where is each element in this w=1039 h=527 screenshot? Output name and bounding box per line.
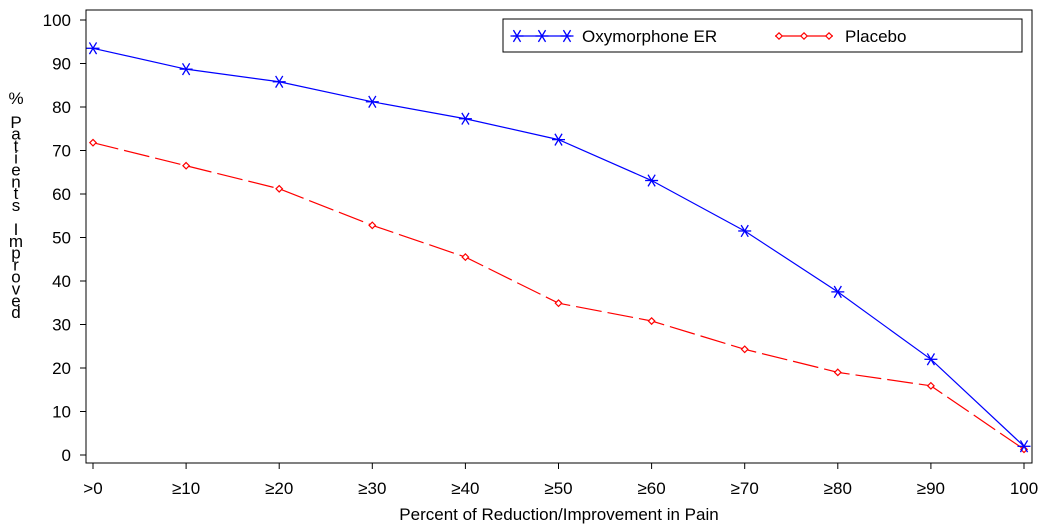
legend-label: Placebo	[845, 27, 906, 46]
y-axis-title-char: s	[12, 196, 21, 215]
legend-marker	[510, 29, 524, 43]
data-point-oxymorphone-er	[86, 42, 100, 55]
series-oxymorphone-er	[86, 42, 1031, 453]
x-axis-title: Percent of Reduction/Improvement in Pain	[399, 505, 718, 524]
y-axis-title-char: d	[11, 303, 20, 322]
y-tick-label: 80	[52, 98, 71, 117]
data-point-placebo	[275, 184, 284, 193]
y-tick-label: 90	[52, 55, 71, 74]
legend-marker	[799, 31, 809, 41]
legend-label: Oxymorphone ER	[582, 27, 717, 46]
x-tick-label: ≥50	[544, 479, 572, 498]
data-point-placebo	[461, 253, 470, 262]
y-tick-label: 60	[52, 185, 71, 204]
y-axis-title-char: I	[14, 220, 19, 239]
y-axis-title-char: p	[11, 244, 20, 263]
y-tick-label: 40	[52, 272, 71, 291]
y-axis-title-char: r	[13, 256, 19, 275]
y-axis-title-char: %	[8, 89, 23, 108]
y-tick-label: 50	[52, 229, 71, 248]
data-point-oxymorphone-er	[552, 133, 565, 146]
series-line-placebo	[92, 142, 1025, 450]
y-axis-title-char: a	[11, 125, 21, 144]
x-axis: >0 ≥10 ≥20 ≥30 ≥40 ≥50 ≥60 ≥70 ≥80 ≥90 100	[83, 463, 1038, 498]
y-tick-label: 30	[52, 316, 71, 335]
y-tick-label: 20	[52, 359, 71, 378]
data-point-oxymorphone-er	[458, 112, 472, 125]
x-tick-label: ≥30	[358, 479, 386, 498]
x-tick-label: ≥20	[265, 479, 293, 498]
y-axis: 0 10 20 30 40 50 60 70 80 90 100	[43, 11, 86, 465]
y-axis-title-char: t	[14, 137, 19, 156]
data-point-oxymorphone-er	[272, 75, 286, 88]
data-point-oxymorphone-er	[365, 95, 379, 108]
x-tick-label: >0	[83, 479, 102, 498]
y-axis-title-char: t	[14, 184, 19, 203]
x-tick-label: ≥80	[824, 479, 852, 498]
data-point-placebo	[647, 316, 656, 326]
series-layer	[86, 42, 1031, 454]
legend-item-oxymorphone-er: Oxymorphone ER	[510, 27, 717, 46]
legend-item-placebo: Placebo	[774, 27, 906, 46]
x-tick-label: ≥90	[917, 479, 945, 498]
series-placebo	[88, 138, 1029, 454]
data-point-oxymorphone-er	[1017, 440, 1031, 453]
y-axis-title-char: n	[11, 172, 20, 191]
legend-marker	[535, 29, 549, 43]
x-tick-label: 100	[1010, 479, 1038, 498]
data-point-placebo	[554, 299, 563, 308]
y-tick-label: 10	[52, 403, 71, 422]
legend-marker	[824, 31, 834, 41]
data-point-oxymorphone-er	[738, 224, 752, 238]
data-point-placebo	[368, 221, 377, 230]
y-axis-title-char: e	[11, 160, 20, 179]
legend: Oxymorphone ER Placebo	[502, 18, 1023, 53]
x-tick-label: ≥70	[731, 479, 759, 498]
legend-marker	[560, 29, 574, 43]
data-point-placebo	[88, 138, 98, 147]
y-tick-label: 100	[43, 11, 71, 30]
y-axis-title-char: o	[11, 268, 20, 287]
plot-frame	[85, 9, 1033, 464]
y-tick-label: 0	[62, 446, 71, 465]
y-axis-title-char: m	[9, 232, 23, 251]
y-axis-title-char: e	[11, 291, 20, 310]
y-axis-title-char: v	[12, 279, 21, 298]
data-point-placebo	[740, 345, 749, 354]
x-tick-label: ≥10	[172, 479, 200, 498]
legend-box	[502, 18, 1023, 53]
y-axis-title-char: i	[14, 149, 18, 168]
x-tick-label: ≥60	[637, 479, 665, 498]
data-point-placebo	[926, 381, 935, 390]
data-point-oxymorphone-er	[179, 62, 193, 76]
data-point-oxymorphone-er	[645, 174, 659, 187]
data-point-oxymorphone-er	[831, 285, 845, 299]
data-point-placebo	[833, 368, 842, 377]
series-line-oxymorphone-er	[92, 47, 1025, 447]
data-point-oxymorphone-er	[924, 353, 938, 366]
x-tick-label: ≥40	[451, 479, 479, 498]
data-point-placebo	[182, 161, 191, 170]
y-tick-label: 70	[52, 142, 71, 161]
legend-marker	[774, 31, 784, 41]
y-axis-title-char: P	[10, 113, 21, 132]
